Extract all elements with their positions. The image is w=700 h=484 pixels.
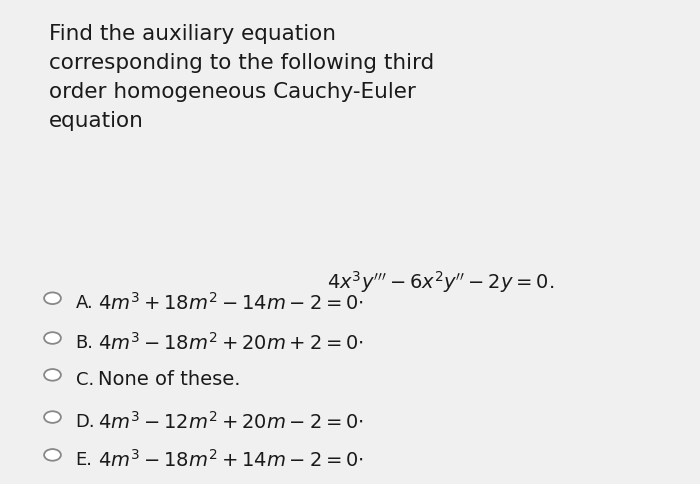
Circle shape xyxy=(44,411,61,423)
Text: B.: B. xyxy=(76,333,94,351)
Text: E.: E. xyxy=(76,450,92,468)
Circle shape xyxy=(44,293,61,304)
Text: C.: C. xyxy=(76,370,94,388)
Text: D.: D. xyxy=(76,412,95,430)
Text: $4m^3 + 18m^2 - 14m - 2 = 0{\cdot}$: $4m^3 + 18m^2 - 14m - 2 = 0{\cdot}$ xyxy=(98,291,364,314)
Text: None of these.: None of these. xyxy=(98,369,241,389)
Circle shape xyxy=(44,449,61,461)
Text: $4m^3 - 12m^2 + 20m - 2 = 0{\cdot}$: $4m^3 - 12m^2 + 20m - 2 = 0{\cdot}$ xyxy=(98,410,364,432)
Text: A.: A. xyxy=(76,293,93,312)
Circle shape xyxy=(44,333,61,344)
Circle shape xyxy=(44,369,61,381)
Text: $4m^3 - 18m^2 + 20m + 2 = 0{\cdot}$: $4m^3 - 18m^2 + 20m + 2 = 0{\cdot}$ xyxy=(98,331,364,353)
Text: Find the auxiliary equation
corresponding to the following third
order homogeneo: Find the auxiliary equation correspondin… xyxy=(49,24,434,130)
Text: $4m^3 - 18m^2 + 14m - 2 = 0{\cdot}$: $4m^3 - 18m^2 + 14m - 2 = 0{\cdot}$ xyxy=(98,448,364,470)
Text: $4x^3y''' - 6x^2y'' - 2y = 0.$: $4x^3y''' - 6x^2y'' - 2y = 0.$ xyxy=(328,269,554,294)
